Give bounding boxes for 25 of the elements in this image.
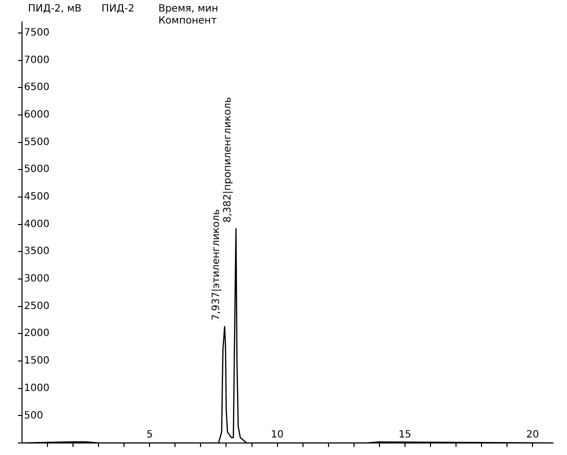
y-tick-label: 6000 — [24, 110, 50, 121]
y-tick-label: 4500 — [24, 192, 50, 203]
y-tick-label: 5500 — [24, 136, 50, 148]
y-tick-label: 2000 — [24, 328, 50, 340]
y-tick-label: 7500 — [24, 28, 50, 39]
y-tick-label: 6500 — [24, 82, 50, 94]
x-tick-label: 20 — [526, 430, 539, 441]
annotation: 7,937|этиленгликоль — [211, 208, 222, 321]
y-tick-label: 3000 — [24, 274, 50, 285]
x-tick-label: 15 — [398, 430, 412, 441]
text: ПИД-2 — [102, 4, 134, 15]
y-tick-label: 7000 — [24, 54, 50, 66]
annotation: 8,382|пропиленгликоль — [222, 96, 234, 223]
y-tick-label: 1500 — [24, 356, 50, 367]
y-tick-label: 4000 — [24, 218, 50, 230]
y-tick-label: 5000 — [24, 164, 50, 176]
y-tick-label: 3500 — [24, 246, 50, 258]
y-tick-label: 1000 — [24, 382, 50, 394]
y-tick-label: 500 — [24, 410, 44, 422]
x-tick-label: 5 — [146, 430, 153, 441]
x-tick-label: 10 — [270, 430, 284, 441]
x-axis-title: Время, мин — [158, 4, 218, 15]
y-axis-title: ПИД-2, мВ — [28, 4, 82, 15]
annotation: Компонент — [158, 16, 217, 27]
y-tick-label: 2500 — [24, 300, 50, 312]
